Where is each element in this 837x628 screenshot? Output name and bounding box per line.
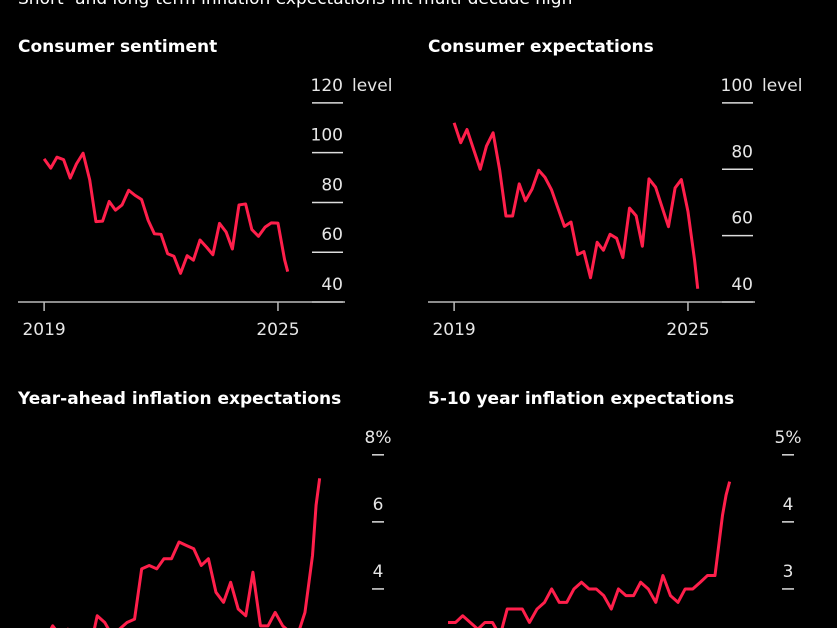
x-tick-label: 2019 [432,320,475,340]
unit-label: level [762,76,802,96]
y-tick-label: 120 [311,76,343,96]
x-tick-label: 2019 [22,320,65,340]
y-tick-label: 100 [311,126,343,146]
x-tick-label: 2025 [256,320,299,340]
chart-title: Consumer sentiment [18,37,217,57]
y-tick-label: 6 [373,495,384,515]
y-tick-label: 40 [731,275,753,295]
y-tick-label: 80 [321,175,343,195]
y-tick-label: 8% [365,428,392,448]
y-tick-label: 3 [783,562,794,582]
y-tick-label: 100 [721,76,753,96]
y-tick-label: 40 [321,275,343,295]
y-tick-label: 4 [783,495,794,515]
data-line [42,151,290,275]
chart-title: 5-10 year inflation expectations [428,389,734,409]
y-tick-label: 80 [731,142,753,162]
data-line [448,481,732,628]
y-tick-label: 60 [321,225,343,245]
y-tick-label: 4 [373,562,384,582]
chart-title: Year-ahead inflation expectations [17,389,341,409]
unit-label: level [352,76,392,96]
data-line [49,478,322,628]
headline: Short- and long-term inflation expectati… [18,0,572,9]
y-tick-label: 5% [775,428,802,448]
data-line [452,122,700,289]
chart-title: Consumer expectations [428,37,654,57]
x-tick-label: 2025 [666,320,709,340]
y-tick-label: 60 [731,209,753,229]
